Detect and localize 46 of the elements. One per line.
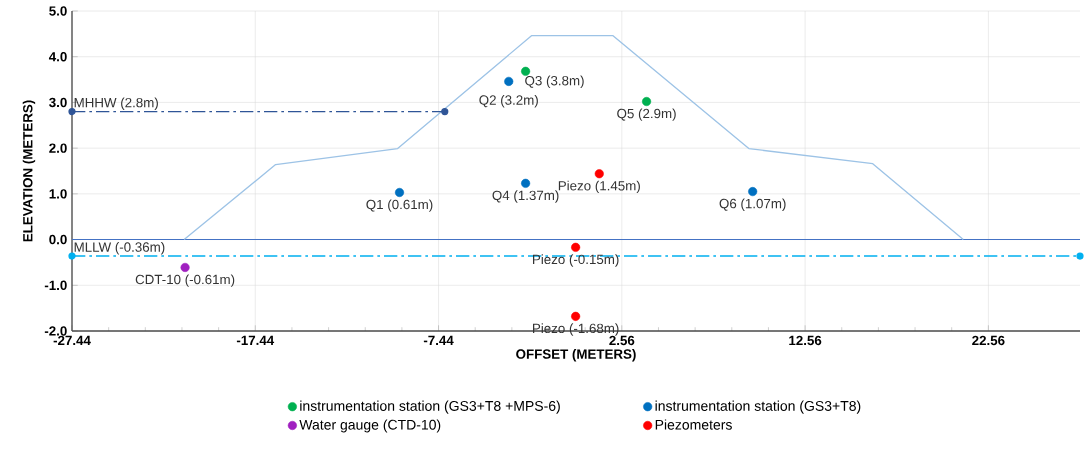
point	[504, 76, 514, 86]
point	[68, 107, 76, 116]
y-tick-label: -2.0	[44, 326, 67, 336]
y-axis-title: ELEVATION (METERS)	[22, 100, 36, 242]
x-tick-label: -27.44	[53, 335, 91, 346]
point	[1076, 252, 1084, 260]
y-tick-label: 2.0	[49, 143, 67, 153]
y-tick-label: 3.0	[49, 97, 67, 108]
x-tick-label: -17.44	[236, 335, 275, 345]
point	[594, 169, 604, 179]
point	[571, 311, 581, 321]
line-series	[183, 35, 964, 241]
y-tick-label: 1.0	[49, 189, 67, 199]
x-tick-label: 22.56	[972, 335, 1005, 346]
point	[68, 252, 76, 260]
annotation: Piezo (1.45m)	[558, 180, 640, 194]
annotation: CDT-10 (-0.61m)	[135, 274, 235, 287]
y-tick-label: 5.0	[49, 6, 67, 16]
point	[571, 242, 581, 252]
y-tick-label: 0.0	[49, 234, 67, 245]
legend-label: Piezometers	[655, 419, 732, 430]
point	[642, 96, 652, 107]
x-tick-label: 2.56	[609, 335, 635, 346]
x-tick-label: 12.56	[789, 335, 822, 346]
legend-label: Water gauge (CTD-10)	[299, 419, 441, 433]
point	[441, 107, 449, 116]
annotation: Q5 (2.9m)	[617, 108, 676, 121]
x-tick-label: -7.44	[423, 335, 454, 345]
y-tick-label: 4.0	[48, 52, 67, 62]
series-label: MLLW (-0.36m)	[74, 242, 165, 255]
x-axis-title: OFFSET (METERS)	[516, 348, 636, 362]
annotation: Q1 (0.61m)	[366, 199, 433, 212]
point	[748, 187, 758, 197]
y-tick-label: -1.0	[44, 280, 67, 290]
annotation: Q3 (3.8m)	[525, 75, 584, 89]
annotation: Q2 (3.2m)	[479, 95, 538, 108]
legend-label: instrumentation station (GS3+T8)	[655, 400, 861, 414]
point	[394, 187, 405, 198]
legend-label: instrumentation station (GS3+T8 +MPS-6)	[300, 400, 560, 414]
annotation: Q4 (1.37m)	[492, 190, 559, 203]
point	[521, 66, 531, 76]
series-label: MHHW (2.8m)	[74, 97, 158, 110]
annotation: Piezo (-0.15m)	[533, 254, 619, 267]
annotation: Q6 (1.07m)	[719, 198, 786, 211]
point	[521, 178, 531, 188]
point	[180, 262, 190, 272]
